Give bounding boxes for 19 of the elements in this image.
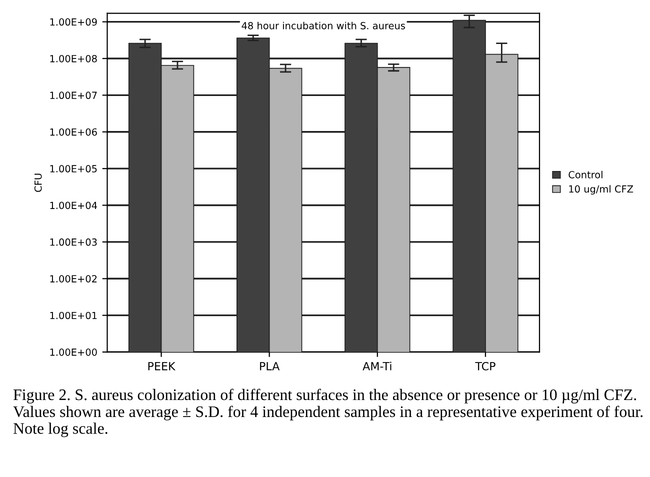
text: 48 hour incubation with S. aureus — [242, 22, 406, 30]
x-tick-label: AM-Ti — [362, 362, 392, 370]
y-axis-title: CFU — [34, 174, 42, 192]
y-tick-label: 1.00E+06 — [50, 128, 97, 136]
y-tick-label: 1.00E+05 — [50, 165, 97, 172]
x-tick-label: TCP — [475, 362, 496, 370]
y-tick-label: 1.00E+03 — [50, 238, 97, 246]
y-tick-label: 1.00E+07 — [50, 92, 97, 100]
x-tick-label: PEEK — [148, 362, 176, 370]
y-tick-label: 1.00E+04 — [50, 202, 97, 210]
y-tick-label: 1.00E+08 — [50, 54, 97, 62]
y-tick-label: 1.00E+00 — [50, 348, 97, 356]
y-tick-label: 1.00E+02 — [50, 275, 97, 282]
legend-label: 10 ug/ml CFZ — [569, 185, 634, 195]
x-tick-label: PLA — [260, 362, 280, 370]
legend-label: Control — [568, 170, 602, 178]
y-tick-label: 1.00E+09 — [50, 18, 97, 26]
caption: Figure 2. S. aureus colonization of different surfaces in the absence or presence or 10 µg/ml CFZ. Values shown are average ± S.D. for 4 independent samples in a representative experiment of four. Note log scale. — [13, 388, 643, 438]
y-tick-label: 1.00E+01 — [50, 312, 97, 320]
